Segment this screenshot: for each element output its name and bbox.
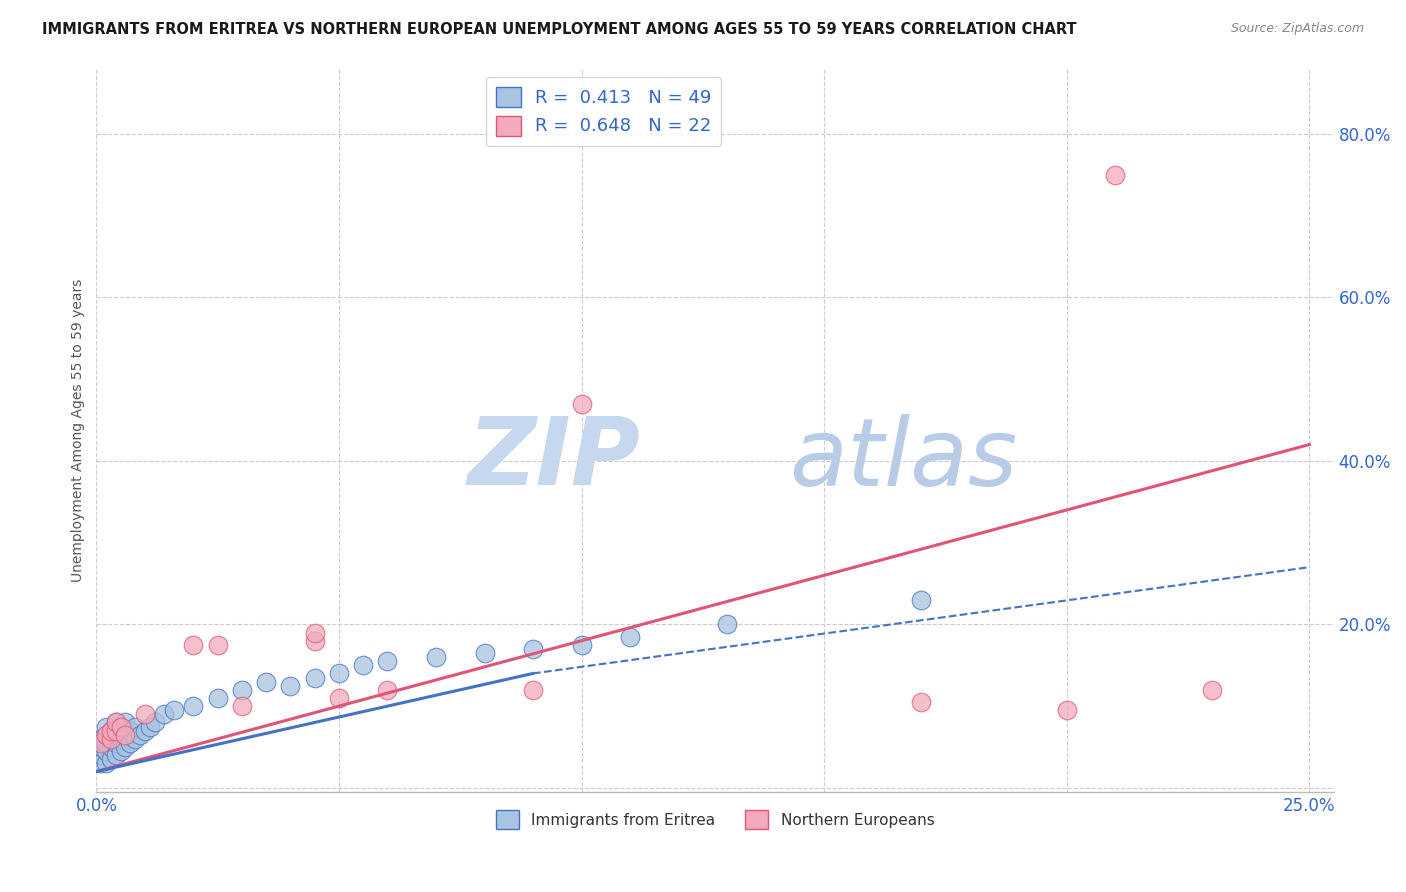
Point bbox=[100, 731, 122, 746]
Point bbox=[129, 728, 152, 742]
Point bbox=[231, 699, 253, 714]
Point bbox=[94, 756, 117, 771]
Point bbox=[110, 744, 132, 758]
Text: atlas: atlas bbox=[789, 414, 1018, 505]
Point bbox=[100, 723, 122, 738]
Point bbox=[183, 699, 205, 714]
Point bbox=[104, 736, 127, 750]
Point bbox=[910, 695, 932, 709]
Point bbox=[110, 720, 132, 734]
Point bbox=[124, 720, 146, 734]
Point bbox=[134, 707, 156, 722]
Point bbox=[619, 630, 641, 644]
Point bbox=[377, 654, 399, 668]
Point bbox=[304, 625, 326, 640]
Point bbox=[522, 641, 544, 656]
Point bbox=[474, 646, 496, 660]
Y-axis label: Unemployment Among Ages 55 to 59 years: Unemployment Among Ages 55 to 59 years bbox=[72, 278, 86, 582]
Point bbox=[94, 720, 117, 734]
Point bbox=[377, 682, 399, 697]
Point bbox=[90, 748, 112, 763]
Point bbox=[522, 682, 544, 697]
Point bbox=[143, 715, 166, 730]
Point bbox=[138, 720, 160, 734]
Point bbox=[153, 707, 176, 722]
Point bbox=[304, 671, 326, 685]
Point bbox=[114, 739, 136, 754]
Point bbox=[90, 739, 112, 754]
Point bbox=[571, 397, 593, 411]
Point bbox=[114, 728, 136, 742]
Point bbox=[328, 690, 350, 705]
Point bbox=[100, 752, 122, 766]
Point bbox=[104, 728, 127, 742]
Point bbox=[104, 748, 127, 763]
Point bbox=[120, 723, 142, 738]
Point bbox=[114, 728, 136, 742]
Point bbox=[104, 715, 127, 730]
Point bbox=[304, 633, 326, 648]
Point bbox=[110, 720, 132, 734]
Point bbox=[328, 666, 350, 681]
Point bbox=[134, 723, 156, 738]
Point bbox=[104, 723, 127, 738]
Point bbox=[910, 592, 932, 607]
Point bbox=[90, 736, 112, 750]
Point bbox=[100, 739, 122, 754]
Point bbox=[163, 703, 186, 717]
Point bbox=[425, 650, 447, 665]
Text: Source: ZipAtlas.com: Source: ZipAtlas.com bbox=[1230, 22, 1364, 36]
Point bbox=[90, 731, 112, 746]
Point bbox=[1201, 682, 1223, 697]
Point bbox=[94, 728, 117, 742]
Point bbox=[280, 679, 302, 693]
Point bbox=[207, 638, 229, 652]
Legend: Immigrants from Eritrea, Northern Europeans: Immigrants from Eritrea, Northern Europe… bbox=[489, 804, 941, 835]
Point bbox=[207, 690, 229, 705]
Point bbox=[94, 728, 117, 742]
Point bbox=[231, 682, 253, 697]
Point bbox=[124, 731, 146, 746]
Text: ZIP: ZIP bbox=[468, 413, 641, 505]
Point bbox=[90, 756, 112, 771]
Point bbox=[571, 638, 593, 652]
Point bbox=[100, 731, 122, 746]
Point bbox=[100, 723, 122, 738]
Text: IMMIGRANTS FROM ERITREA VS NORTHERN EUROPEAN UNEMPLOYMENT AMONG AGES 55 TO 59 YE: IMMIGRANTS FROM ERITREA VS NORTHERN EURO… bbox=[42, 22, 1077, 37]
Point bbox=[1104, 168, 1126, 182]
Point bbox=[104, 715, 127, 730]
Point bbox=[352, 658, 374, 673]
Point bbox=[110, 731, 132, 746]
Point bbox=[94, 736, 117, 750]
Point bbox=[716, 617, 738, 632]
Point bbox=[120, 736, 142, 750]
Point bbox=[1056, 703, 1078, 717]
Point bbox=[114, 715, 136, 730]
Point bbox=[183, 638, 205, 652]
Point bbox=[94, 744, 117, 758]
Point bbox=[254, 674, 277, 689]
